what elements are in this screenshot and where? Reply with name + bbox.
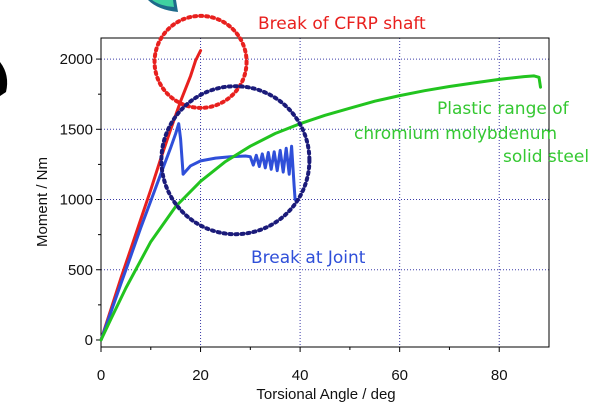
highlight-circle-0 xyxy=(152,13,249,110)
annotation-plastic-range-3: solid steel xyxy=(503,147,589,167)
y-tick-label: 0 xyxy=(85,332,93,349)
y-tick-label: 1500 xyxy=(60,121,93,138)
y-axis-title: Moment / Nm xyxy=(34,157,51,247)
annotation-plastic-range-1: Plastic range of xyxy=(437,99,570,119)
y-tick-label: 1000 xyxy=(60,192,93,209)
x-tick-label: 20 xyxy=(192,367,209,384)
y-axis: 0 500 1000 1500 2000 xyxy=(60,51,101,349)
grid xyxy=(101,38,549,347)
annotation-plastic-range-2: chromium molybdenum xyxy=(354,124,557,144)
y-tick-label: 500 xyxy=(68,262,93,279)
x-tick-label: 60 xyxy=(391,367,408,384)
x-tick-label: 0 xyxy=(97,367,105,384)
annotation-joint-break: Break at Joint xyxy=(251,248,366,268)
cropped-decoration xyxy=(0,0,178,96)
x-axis-title: Torsional Angle / deg xyxy=(256,386,395,403)
series-line-2 xyxy=(99,74,542,342)
annotation-cfrp-break: Break of CFRP shaft xyxy=(258,14,426,34)
x-axis: 0 20 40 60 80 xyxy=(97,347,508,384)
series-line-0 xyxy=(99,49,203,342)
series-group xyxy=(99,49,542,342)
y-tick-label: 2000 xyxy=(60,51,93,68)
highlight-circle-1 xyxy=(159,84,312,237)
series-line-1 xyxy=(99,122,299,342)
x-tick-label: 80 xyxy=(491,367,508,384)
highlight-circles xyxy=(152,13,312,237)
x-tick-label: 40 xyxy=(292,367,309,384)
plot-frame xyxy=(100,37,550,348)
